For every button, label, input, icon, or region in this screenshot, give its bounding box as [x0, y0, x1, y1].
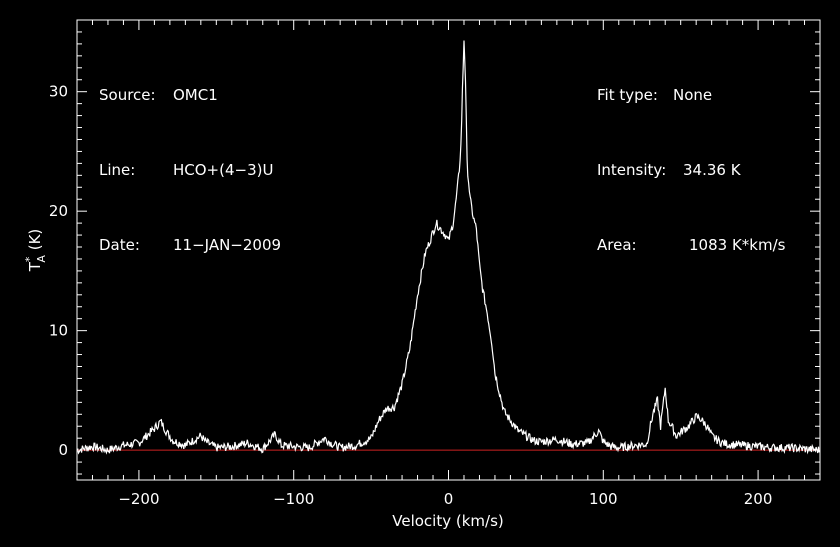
area-label: Area: — [597, 236, 637, 254]
source-label: Source: — [99, 86, 156, 104]
date-value: 11−JAN−2009 — [173, 236, 282, 254]
y-tick-label: 10 — [49, 322, 68, 340]
info-left: Source: OMC1 Line: HCO+(4−3)U Date: 11−JAN−… — [99, 33, 281, 283]
fit-type-value: None — [673, 86, 713, 104]
x-tick-label: −100 — [273, 490, 314, 508]
intensity-value: 34.36 K — [683, 161, 741, 179]
spectrum-line — [76, 40, 821, 455]
line-value: HCO+(4−3)U — [173, 161, 274, 179]
date-label: Date: — [99, 236, 140, 254]
y-tick-label: 20 — [49, 202, 68, 220]
x-tick-label: 200 — [744, 490, 773, 508]
x-tick-label: −200 — [118, 490, 159, 508]
fit-type-label: Fit type: — [597, 86, 658, 104]
y-tick-label: 30 — [49, 83, 68, 101]
area-value: 1083 K*km/s — [689, 236, 786, 254]
x-tick-label: 0 — [444, 490, 454, 508]
axis-ticks — [76, 20, 821, 480]
x-axis-label: Velocity (km/s) — [392, 512, 503, 530]
info-right: Fit type: None Intensity: 34.36 K Area: 108… — [597, 33, 785, 283]
x-tick-label: 100 — [589, 490, 618, 508]
y-axis-label: T*A (K) — [23, 229, 48, 273]
intensity-label: Intensity: — [597, 161, 667, 179]
tick-labels: −200 −100 0 100 200 0 10 20 30 — [49, 83, 772, 508]
y-tick-label: 0 — [58, 441, 68, 459]
source-value: OMC1 — [173, 86, 218, 104]
line-label: Line: — [99, 161, 136, 179]
